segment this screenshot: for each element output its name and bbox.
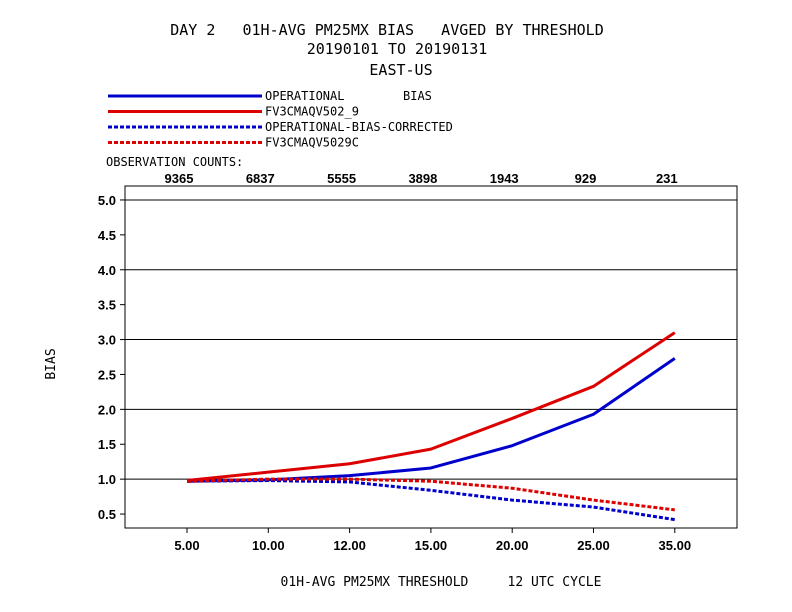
legend: OPERATIONAL FV3CMAQV502_9OPERATIONAL-BIAS… (108, 89, 453, 150)
y-tick-label: 0.5 (98, 507, 116, 522)
y-tick-label: 2.5 (98, 367, 116, 382)
legend-label: OPERATIONAL (265, 89, 344, 103)
y-tick-label: 3.5 (98, 298, 116, 313)
x-axis: 5.00 10.00 12.00 15.00 20.00 25.00 35.00 (174, 528, 691, 553)
observation-count: 6837 (246, 171, 275, 186)
y-tick-label: 4.5 (98, 228, 116, 243)
observation-count: 1943 (490, 171, 519, 186)
y-tick-label: 5.0 (98, 193, 116, 208)
legend-label: FV3CMAQV502_9 (265, 105, 359, 119)
chart-title-line1: DAY 2 01H-AVG PM25MX BIAS AVGED BY THRES… (170, 21, 603, 39)
y-axis: 0.5 1.0 1.5 2.0 2.5 3.0 3.5 4.0 4.5 5.0 (98, 193, 125, 522)
y-tick-label: 2.0 (98, 402, 116, 417)
observation-count: 231 (656, 171, 678, 186)
x-tick-label: 25.00 (577, 538, 610, 553)
y-tick-label: 3.0 (98, 333, 116, 348)
y-tick-label: 1.0 (98, 472, 116, 487)
series-line-1 (186, 357, 676, 483)
legend-label: FV3CMAQV5029C (265, 136, 359, 150)
observation-count: 929 (575, 171, 597, 186)
series-line-4 (186, 477, 675, 512)
observation-count: 9365 (165, 171, 194, 186)
observation-counts: 9365 6837 5555 3898 1943 929 231 (165, 171, 678, 186)
x-tick-label: 12.00 (333, 538, 366, 553)
legend-bias-tag: BIAS (403, 89, 432, 103)
series-line-2 (186, 331, 676, 483)
series-lines (186, 331, 676, 522)
x-tick-label: 35.00 (659, 538, 692, 553)
chart-title-line2: 20190101 TO 20190131 (307, 40, 488, 58)
gridlines (125, 199, 737, 480)
observation-count: 5555 (327, 171, 356, 186)
y-tick-label: 1.5 (98, 437, 116, 452)
x-tick-label: 20.00 (496, 538, 529, 553)
observation-count: 3898 (408, 171, 437, 186)
observation-counts-title: OBSERVATION COUNTS: (106, 155, 243, 169)
legend-label: OPERATIONAL-BIAS-CORRECTED (265, 120, 453, 134)
y-tick-label: 4.0 (98, 263, 116, 278)
x-axis-label: 01H-AVG PM25MX THRESHOLD 12 UTC CYCLE (281, 575, 602, 590)
x-tick-label: 5.00 (174, 538, 199, 553)
y-axis-label: BIAS (44, 348, 59, 379)
x-tick-label: 10.00 (252, 538, 285, 553)
x-tick-label: 15.00 (415, 538, 448, 553)
chart-title-line3: EAST-US (369, 61, 432, 79)
